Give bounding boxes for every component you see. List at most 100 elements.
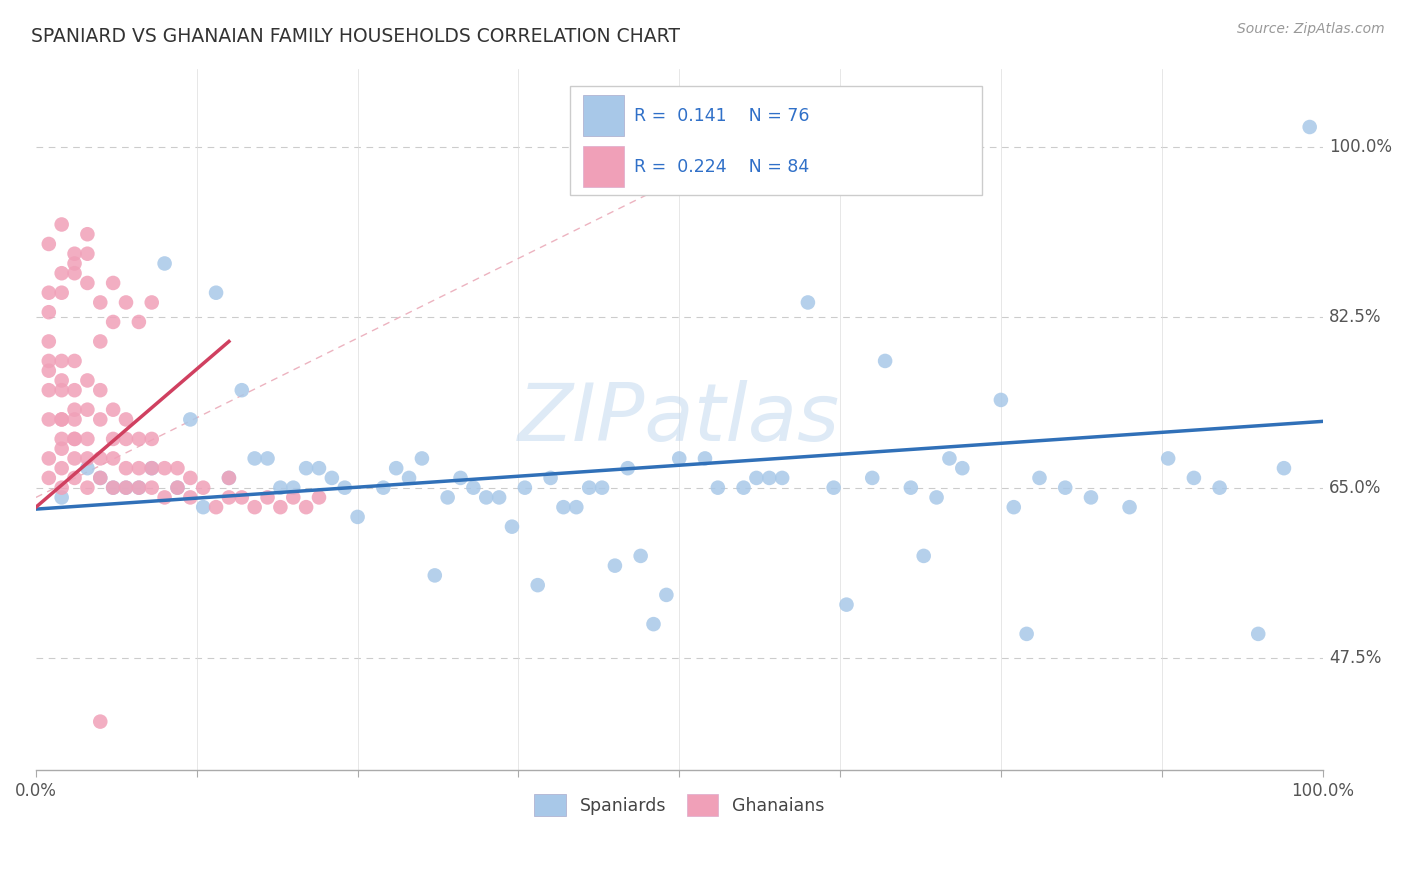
- Point: [101, 315, 124, 329]
- Point: [76, 246, 98, 260]
- Point: [218, 491, 240, 505]
- Point: [256, 451, 278, 466]
- Point: [115, 432, 138, 446]
- Point: [990, 392, 1012, 407]
- Point: [269, 500, 291, 515]
- Point: [758, 471, 780, 485]
- Point: [51, 354, 73, 368]
- Point: [488, 491, 510, 505]
- Point: [526, 578, 548, 592]
- Point: [166, 461, 188, 475]
- Point: [875, 354, 897, 368]
- Point: [193, 481, 215, 495]
- Point: [925, 491, 948, 505]
- Point: [115, 481, 138, 495]
- Point: [89, 471, 111, 485]
- Point: [475, 491, 498, 505]
- Point: [269, 481, 291, 495]
- Point: [51, 432, 73, 446]
- Point: [1080, 491, 1102, 505]
- Point: [63, 246, 86, 260]
- Point: [115, 461, 138, 475]
- Point: [128, 315, 150, 329]
- Point: [89, 451, 111, 466]
- Text: R =  0.224    N = 84: R = 0.224 N = 84: [634, 158, 810, 176]
- Point: [179, 471, 201, 485]
- Point: [51, 285, 73, 300]
- Point: [295, 500, 318, 515]
- Point: [565, 500, 588, 515]
- Point: [655, 588, 678, 602]
- Point: [89, 471, 111, 485]
- Point: [912, 549, 935, 563]
- Point: [63, 451, 86, 466]
- Point: [860, 471, 883, 485]
- Point: [76, 432, 98, 446]
- Point: [1015, 627, 1038, 641]
- Point: [63, 354, 86, 368]
- Point: [101, 451, 124, 466]
- Point: [218, 471, 240, 485]
- Point: [797, 295, 820, 310]
- Point: [617, 461, 640, 475]
- Point: [450, 471, 472, 485]
- Point: [1182, 471, 1205, 485]
- Point: [1118, 500, 1140, 515]
- Legend: Spaniards, Ghanaians: Spaniards, Ghanaians: [526, 785, 832, 825]
- Point: [218, 471, 240, 485]
- Point: [101, 481, 124, 495]
- Point: [295, 461, 318, 475]
- Point: [38, 334, 60, 349]
- Point: [38, 285, 60, 300]
- Point: [231, 491, 253, 505]
- Point: [308, 461, 330, 475]
- Point: [179, 491, 201, 505]
- Point: [89, 295, 111, 310]
- FancyBboxPatch shape: [582, 95, 624, 136]
- Text: SPANIARD VS GHANAIAN FAMILY HOUSEHOLDS CORRELATION CHART: SPANIARD VS GHANAIAN FAMILY HOUSEHOLDS C…: [31, 27, 681, 45]
- Point: [1208, 481, 1230, 495]
- Point: [900, 481, 922, 495]
- Point: [1054, 481, 1077, 495]
- FancyBboxPatch shape: [569, 86, 981, 194]
- Point: [1028, 471, 1050, 485]
- Point: [835, 598, 858, 612]
- Point: [308, 491, 330, 505]
- Point: [101, 276, 124, 290]
- Point: [423, 568, 446, 582]
- Point: [141, 481, 163, 495]
- Point: [398, 471, 420, 485]
- Point: [38, 237, 60, 252]
- Point: [373, 481, 395, 495]
- Point: [231, 383, 253, 397]
- Point: [63, 471, 86, 485]
- Point: [243, 500, 266, 515]
- Point: [38, 471, 60, 485]
- Point: [1247, 627, 1270, 641]
- Point: [128, 481, 150, 495]
- Point: [770, 471, 793, 485]
- Point: [51, 461, 73, 475]
- Point: [141, 461, 163, 475]
- Point: [63, 256, 86, 270]
- Point: [1157, 451, 1180, 466]
- Point: [668, 451, 690, 466]
- Point: [38, 305, 60, 319]
- Point: [553, 500, 575, 515]
- Point: [153, 256, 176, 270]
- Point: [51, 266, 73, 280]
- Point: [513, 481, 536, 495]
- FancyBboxPatch shape: [582, 146, 624, 187]
- Point: [141, 461, 163, 475]
- Point: [1298, 120, 1320, 134]
- Point: [1272, 461, 1295, 475]
- Point: [823, 481, 845, 495]
- Point: [411, 451, 433, 466]
- Point: [76, 402, 98, 417]
- Point: [128, 461, 150, 475]
- Point: [243, 451, 266, 466]
- Point: [733, 481, 755, 495]
- Point: [128, 481, 150, 495]
- Point: [51, 442, 73, 456]
- Point: [950, 461, 973, 475]
